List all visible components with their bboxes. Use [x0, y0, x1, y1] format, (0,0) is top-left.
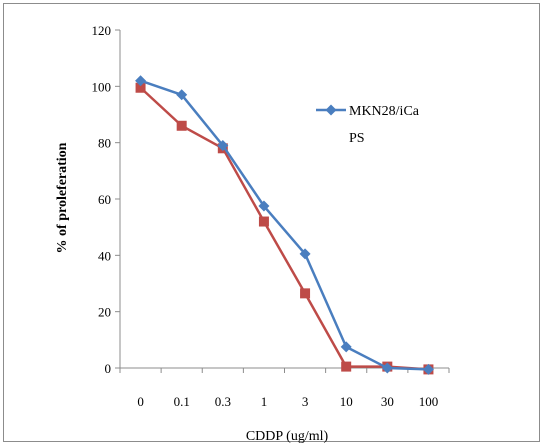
x-tick-label: 0 [137, 394, 144, 409]
data-point-square [341, 361, 352, 372]
data-point-square [176, 120, 187, 131]
x-tick-label: 0.3 [215, 394, 231, 409]
x-axis-title: CDDP (ug/ml) [246, 429, 329, 444]
y-tick-label: 40 [98, 248, 111, 263]
data-point-square [300, 288, 311, 299]
x-tick-label: 1 [261, 394, 268, 409]
legend-label-line-1: MKN28/iCa [349, 104, 420, 119]
data-point-diamond [381, 362, 393, 374]
series-1 [135, 75, 434, 375]
data-point-diamond [135, 75, 147, 87]
chart-frame [3, 3, 540, 442]
x-tick-label: 30 [381, 394, 394, 409]
y-tick-label: 60 [98, 192, 111, 207]
y-tick-label: 120 [92, 23, 112, 38]
y-tick-label: 100 [92, 79, 112, 94]
x-tick-label: 3 [302, 394, 309, 409]
y-tick-label: 0 [105, 361, 112, 376]
series-layer [135, 75, 434, 375]
data-point-diamond [299, 248, 311, 260]
series-line [140, 79, 429, 371]
y-axis-title: % of proleferation [55, 142, 70, 253]
data-point-diamond [217, 139, 229, 151]
data-point-square [258, 216, 269, 227]
y-tick-label: 80 [98, 136, 111, 151]
data-point-square [135, 82, 146, 93]
x-tick-label: 100 [419, 394, 439, 409]
data-point-diamond [258, 200, 270, 212]
legend: MKN28/iCa PS [316, 104, 420, 146]
x-tick-label: 0.1 [174, 394, 190, 409]
data-point-diamond [340, 341, 352, 353]
legend-marker [325, 104, 337, 116]
x-tick-label: 10 [340, 394, 353, 409]
data-point-diamond [176, 89, 188, 101]
y-tick-label: 20 [98, 305, 111, 320]
axes: 0 20 40 60 80 100 120 0 0.1 0.3 1 3 10 30 100 [92, 23, 450, 409]
legend-label-line-2: PS [349, 131, 365, 146]
data-point-diamond [422, 363, 434, 375]
series-line [139, 86, 429, 371]
